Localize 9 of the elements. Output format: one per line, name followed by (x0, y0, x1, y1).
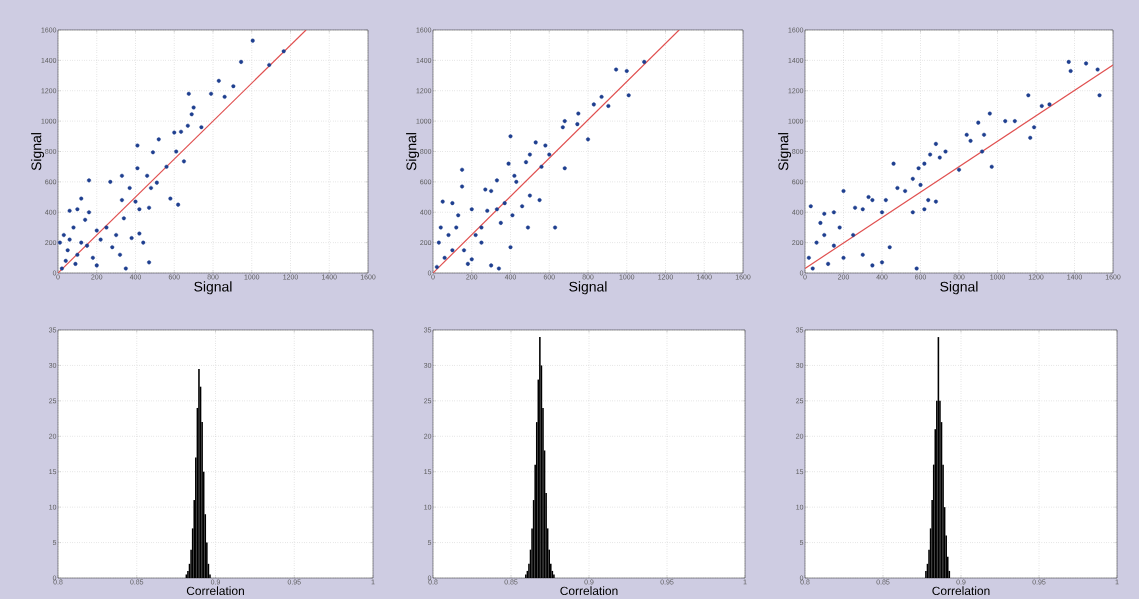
x-axis-title: Correlation (186, 586, 244, 596)
y-axis-title: Signal (778, 133, 792, 171)
y-axis-title: Signal (31, 133, 45, 171)
x-axis-title: Signal (194, 281, 232, 295)
y-axis-title: Signal (406, 133, 420, 171)
x-axis-title: Signal (569, 281, 607, 295)
x-axis-title: Signal (940, 281, 978, 295)
x-axis-title: Correlation (932, 586, 990, 596)
x-axis-title: Correlation (560, 586, 618, 596)
